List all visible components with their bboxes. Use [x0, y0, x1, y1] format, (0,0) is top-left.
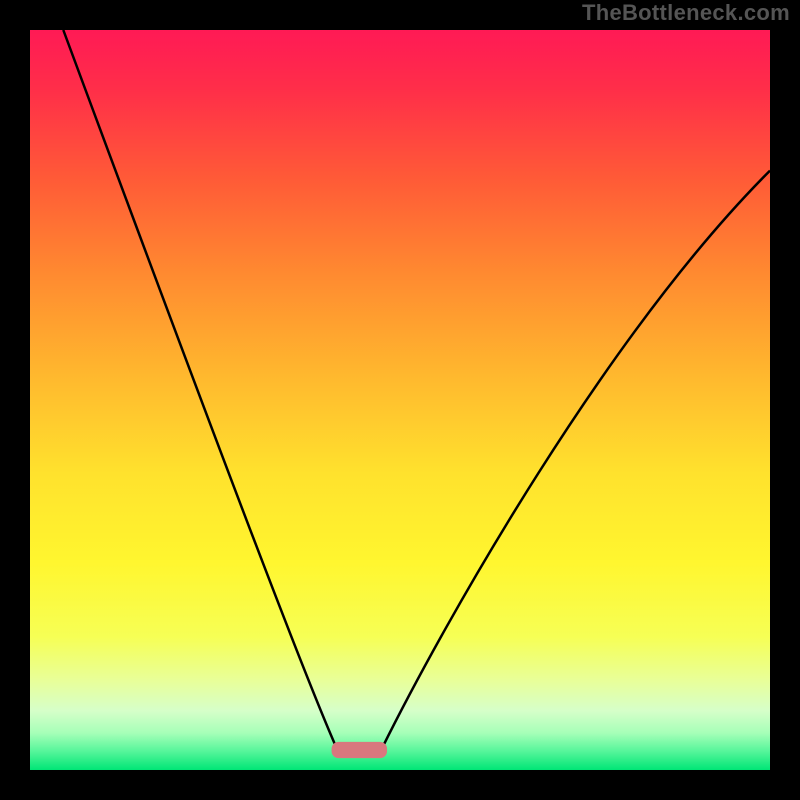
- plot-area: [30, 30, 770, 770]
- optimal-marker: [332, 742, 388, 758]
- chart-root: TheBottleneck.com: [0, 0, 800, 800]
- watermark-text: TheBottleneck.com: [582, 0, 790, 26]
- bottleneck-chart-svg: [0, 0, 800, 800]
